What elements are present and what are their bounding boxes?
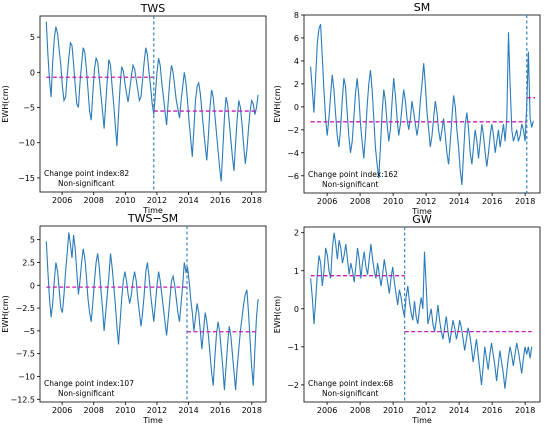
chart2-ytick-label: −5 — [23, 327, 35, 336]
chart3-title: GW — [412, 213, 432, 226]
chart0-ytick-label: −15 — [18, 174, 35, 183]
chart2-xtick-label: 2008 — [84, 406, 104, 415]
chart3-panel: GW 2006 2008 2010 2012 2014 2016 2018 2 1 0 −1 −2 Tim… — [273, 213, 541, 425]
chart1-axes-frame — [303, 14, 541, 194]
chart2-ytick-label: −7.5 — [16, 350, 35, 359]
chart1-ytick-label: 4 — [294, 57, 299, 66]
chart2-xlabel: Time — [142, 416, 163, 425]
chart0-xtick-label: 2010 — [115, 196, 135, 205]
chart3-xtick-label: 2008 — [350, 406, 370, 415]
chart3-change-point-note: Change point index:68 — [308, 379, 393, 388]
chart2-significance-note: Non-significant — [58, 389, 114, 398]
chart2-ytick-label: 0 — [30, 281, 35, 290]
chart3-xtick-label: 2006 — [317, 406, 337, 415]
chart3-xlabel: Time — [411, 416, 432, 425]
chart1-xtick-label: 2016 — [482, 197, 502, 206]
chart3-series-line — [310, 232, 533, 389]
chart1-ytick-label: −4 — [287, 149, 299, 158]
chart1-series-line — [310, 24, 534, 186]
chart3-ytick-label: 1 — [294, 267, 299, 276]
chart0-xtick-label: 2018 — [242, 196, 262, 205]
chart1-ytick-label: 0 — [294, 103, 299, 112]
chart1-ylabel: EWH(cm) — [273, 85, 282, 122]
chart2-ytick-label: 2.5 — [22, 258, 35, 267]
chart2-ytick-label: −2.5 — [16, 304, 35, 313]
chart0-xtick-label: 2014 — [178, 196, 198, 205]
chart2-axes-frame — [39, 225, 267, 403]
chart2-xtick-label: 2012 — [147, 406, 167, 415]
chart3-xtick-label: 2018 — [515, 406, 535, 415]
chart0-ytick-label: 0 — [30, 68, 35, 77]
chart1-xtick-label: 2006 — [317, 197, 337, 206]
chart0-plot-area — [45, 16, 259, 192]
chart1-xlabel: Time — [411, 207, 432, 216]
chart0-xtick-label: 2008 — [84, 196, 104, 205]
chart3-ytick-label: −2 — [287, 381, 299, 390]
chart1-ytick-label: 6 — [294, 34, 299, 43]
chart0-change-point-note: Change point index:82 — [44, 169, 129, 178]
chart3-plot-area — [310, 227, 533, 402]
chart3-xtick-label: 2016 — [482, 406, 502, 415]
chart2-title: TWS−SM — [127, 212, 178, 225]
chart1-ytick-label: 8 — [294, 11, 299, 20]
chart0-ytick-label: −10 — [18, 139, 35, 148]
chart0-xlabel: Time — [142, 206, 163, 215]
chart0-axes-frame — [39, 15, 267, 193]
chart1-panel: SM 2006 2008 2010 2012 2014 2016 2018 8 6 4 2 0 −2 −4 −… — [273, 1, 541, 216]
chart1-xtick-label: 2010 — [383, 197, 403, 206]
chart1-change-point-note: Change point index:162 — [308, 170, 398, 179]
chart3-ytick-label: 2 — [294, 229, 299, 238]
chart1-ytick-label: 2 — [294, 80, 299, 89]
chart3-significance-note: Non-significant — [322, 389, 378, 398]
chart2-xtick-label: 2014 — [178, 406, 198, 415]
chart1-xtick-label: 2008 — [350, 197, 370, 206]
chart1-ytick-label: −2 — [287, 126, 299, 135]
chart0-xtick-label: 2012 — [147, 196, 167, 205]
chart0-ylabel: EWH(cm) — [1, 85, 10, 122]
chart2-plot-area — [45, 226, 259, 402]
chart2-series-line — [45, 232, 259, 391]
chart0-panel: TWS 2006 2008 2010 2012 2014 2016 2018 5 0 −5 −10 −1… — [1, 2, 267, 215]
chart2-xtick-label: 2018 — [242, 406, 262, 415]
chart0-significance-note: Non-significant — [58, 179, 114, 188]
chart1-xtick-label: 2018 — [515, 197, 535, 206]
chart3-xtick-label: 2012 — [416, 406, 436, 415]
chart2-panel: TWS−SM 2006 2008 2010 2012 2014 2016 2018 5 2.5 0 −… — [1, 212, 267, 425]
chart2-ylabel: EWH(cm) — [1, 295, 10, 332]
chart3-xtick-label: 2010 — [383, 406, 403, 415]
chart0-ytick-label: 5 — [30, 33, 35, 42]
chart1-xtick-label: 2012 — [416, 197, 436, 206]
chart1-significance-note: Non-significant — [322, 180, 378, 189]
chart2-ytick-label: −10 — [18, 372, 35, 381]
chart0-ytick-label: −5 — [23, 104, 35, 113]
chart1-title: SM — [414, 1, 430, 14]
chart1-plot-area — [310, 15, 536, 193]
chart2-ytick-label: 5 — [30, 236, 35, 245]
chart3-axes-frame — [303, 226, 541, 403]
chart2-change-point-note: Change point index:107 — [44, 379, 134, 388]
chart2-xtick-label: 2010 — [115, 406, 135, 415]
chart3-xtick-label: 2014 — [449, 406, 469, 415]
chart3-ylabel: EWH(cm) — [273, 296, 282, 333]
chart1-xtick-label: 2014 — [449, 197, 469, 206]
chart2-ytick-label: −12.5 — [10, 395, 35, 404]
chart0-xtick-label: 2016 — [210, 196, 230, 205]
chart3-ytick-label: −1 — [287, 343, 299, 352]
chart2-xtick-label: 2006 — [52, 406, 72, 415]
chart1-ytick-label: −6 — [287, 172, 299, 181]
chart0-title: TWS — [140, 2, 166, 15]
chart0-series-line — [45, 21, 259, 182]
chart2-xtick-label: 2016 — [210, 406, 230, 415]
chart0-xtick-label: 2006 — [52, 196, 72, 205]
chart3-ytick-label: 0 — [294, 305, 299, 314]
